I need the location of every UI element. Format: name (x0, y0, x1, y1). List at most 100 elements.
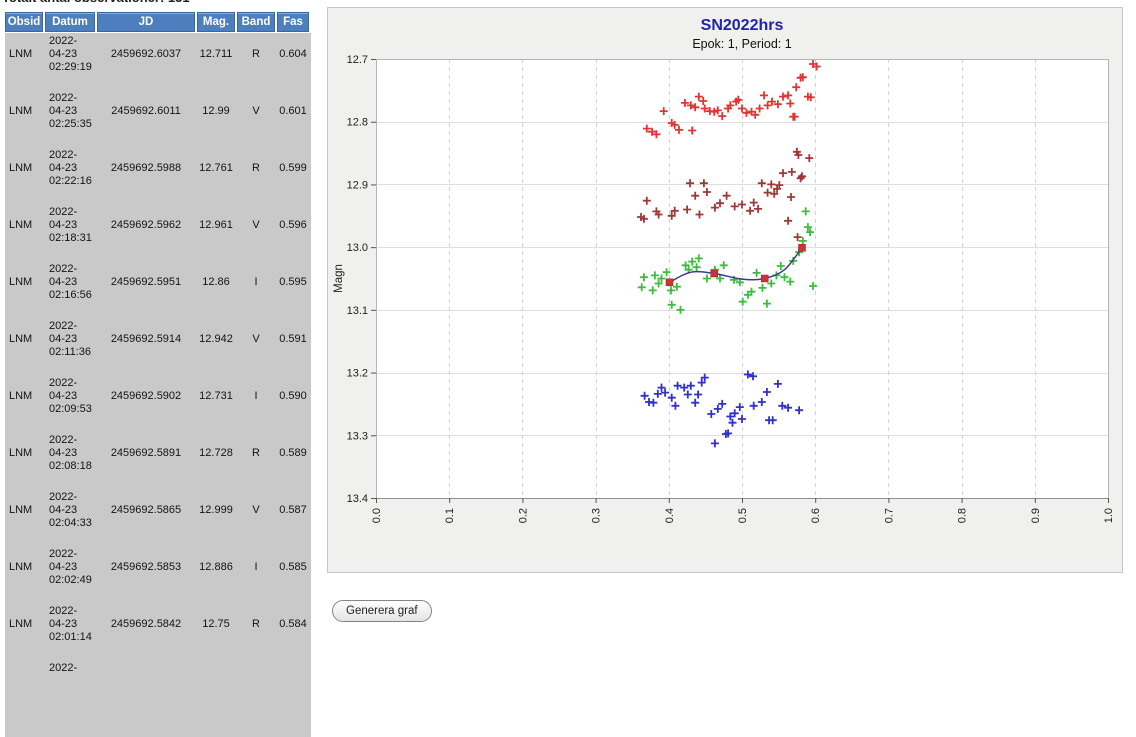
cell-datum: 2022- 04-23 02:01:14 (45, 605, 95, 660)
x-tick-label: 0.3 (591, 508, 603, 523)
cell-jd: 2459692.5962 (110, 219, 182, 231)
x-tick-label: 0.9 (1030, 508, 1042, 523)
cell-obsid (5, 675, 43, 688)
cell-datum: 2022- 04-23 02:16:56 (45, 263, 95, 318)
generate-graph-button[interactable]: Generera graf (332, 600, 432, 622)
datum-line: 04-23 (49, 333, 78, 345)
cell-band: R (252, 48, 260, 60)
chart-subtitle: Epok: 1, Period: 1 (692, 37, 792, 51)
vertical-gridlines (449, 59, 1109, 498)
cell-fas: 0.601 (279, 105, 307, 117)
series-blue-points (640, 370, 804, 448)
x-tick-label: 0.0 (371, 508, 383, 523)
datum-line: 02:18:31 (49, 232, 92, 244)
datum-line: 2022- (49, 377, 78, 389)
cell-mag: 12.711 (199, 48, 233, 60)
series-red-points (642, 60, 821, 139)
cell-datum: 2022- 04-23 02:08:18 (45, 434, 95, 489)
cell-obsid: LNM (9, 447, 33, 459)
cell-fas: 0.589 (279, 447, 307, 459)
datum-line: 04-23 (49, 105, 78, 117)
cell-mag: 12.86 (202, 276, 230, 288)
cell-jd: 2459692.5842 (110, 618, 182, 630)
y-tick-label: 13.3 (347, 430, 368, 442)
cell-datum: 2022- 04-23 02:11:36 (45, 320, 95, 375)
datum-line: 02:29:19 (49, 61, 92, 73)
x-tick-label: 0.6 (810, 508, 822, 523)
cell-mag: 12.961 (199, 219, 233, 231)
epoch-marker (710, 269, 718, 278)
cell-jd: 2459692.5951 (110, 276, 182, 288)
table-row: LNM 2022- 04-23 02:16:56 2459692.5951 12.86 I 0… (5, 261, 311, 318)
datum-line: 04-23 (49, 162, 78, 174)
cell-mag: 12.886 (199, 561, 233, 573)
chart-panel: 12.7 12.8 12.9 13.0 13.1 13.2 13.3 13.4 0.0 0.1 0.… (327, 7, 1123, 573)
table-header-band: Band (237, 12, 275, 32)
cell-jd: 2459692.5902 (110, 390, 182, 402)
datum-line: 2022- (49, 206, 78, 218)
cell-jd: 2459692.5891 (110, 447, 182, 459)
y-tick-label: 13.2 (347, 368, 368, 380)
cell-jd: 2459692.5865 (110, 504, 182, 516)
table-header-obsid: Obsid (5, 12, 43, 32)
y-tick-label: 12.7 (347, 54, 368, 66)
cell-datum: 2022- 04-23 02:25:35 (45, 92, 95, 147)
series-red (642, 60, 821, 139)
x-tick-label: 0.2 (517, 508, 529, 523)
x-tick-label: 0.8 (957, 508, 969, 523)
datum-line: 2022- (49, 434, 78, 446)
cell-obsid: LNM (9, 219, 33, 231)
table-row: LNM 2022- 04-23 02:11:36 2459692.5914 12.942 V… (5, 318, 311, 375)
table-body: LNM 2022- 04-23 02:29:19 2459692.6037 12.711 R… (5, 33, 311, 737)
table-row: LNM 2022- 04-23 02:04:33 2459692.5865 12.999 V… (5, 489, 311, 546)
series-green-points (637, 207, 817, 314)
cell-band: R (252, 162, 260, 174)
x-tick-label: 0.4 (664, 508, 676, 523)
cell-mag: 12.728 (199, 447, 233, 459)
cell-datum: 2022- 04-23 02:09:53 (45, 377, 95, 432)
table-header-jd: JD (97, 12, 195, 32)
table-header-mag: Mag. (197, 12, 235, 32)
cell-obsid: LNM (9, 504, 33, 516)
cell-band: I (254, 390, 258, 402)
series-blue (640, 370, 804, 448)
y-tick-label: 12.9 (347, 179, 368, 191)
cell-obsid: LNM (9, 390, 33, 402)
datum-line: 02:08:18 (49, 460, 92, 472)
x-axis-labels: 0.0 0.1 0.2 0.3 0.4 0.5 0.6 0.7 0.8 0.9 1.0 (371, 498, 1115, 523)
cell-band: V (252, 333, 260, 345)
table-row: LNM 2022- 04-23 02:08:18 2459692.5891 12.728 R… (5, 432, 311, 489)
cell-obsid: LNM (9, 561, 33, 573)
light-curve-plot: 12.712.812.913.013.113.213.313.40.0 0.1 0.… (333, 54, 1115, 523)
cell-mag: 12.75 (202, 618, 230, 630)
cell-mag: 12.761 (199, 162, 233, 174)
cell-mag: 12.731 (199, 390, 233, 402)
cell-band: V (252, 105, 260, 117)
cell-mag: 12.942 (199, 333, 233, 345)
cell-fas: 0.584 (279, 618, 307, 630)
datum-line: 2022- (49, 491, 78, 503)
datum-line: 2022- (49, 320, 78, 332)
cell-jd: 2459692.6011 (111, 105, 181, 117)
cell-datum: 2022- 04-23 02:29:19 (45, 35, 95, 90)
cell-band: I (254, 561, 258, 573)
y-tick-label: 12.8 (347, 117, 368, 129)
datum-line: 02:22:16 (49, 175, 92, 187)
cell-datum: 2022- (49, 662, 78, 674)
datum-line: 04-23 (49, 561, 78, 573)
x-tick-label: 0.7 (883, 508, 895, 523)
observations-table: Obsid Datum JD Mag. Band Fas LNM 2022- 04-23 02:… (5, 12, 311, 737)
datum-line: 2022- (49, 548, 78, 560)
datum-line: 2022- (49, 92, 78, 104)
x-tick-label: 1.0 (1103, 508, 1115, 523)
datum-line: 04-23 (49, 618, 78, 630)
cell-fas: 0.599 (279, 162, 307, 174)
cell-band: I (254, 276, 258, 288)
cell-obsid: LNM (9, 618, 33, 630)
datum-line: 02:09:53 (49, 403, 92, 415)
datum-line: 2022- (49, 149, 78, 161)
cell-jd: 2459692.5853 (110, 561, 182, 573)
series-green (637, 207, 817, 314)
table-row: LNM 2022- 04-23 02:25:35 2459692.6011 12.99 V 0… (5, 90, 311, 147)
